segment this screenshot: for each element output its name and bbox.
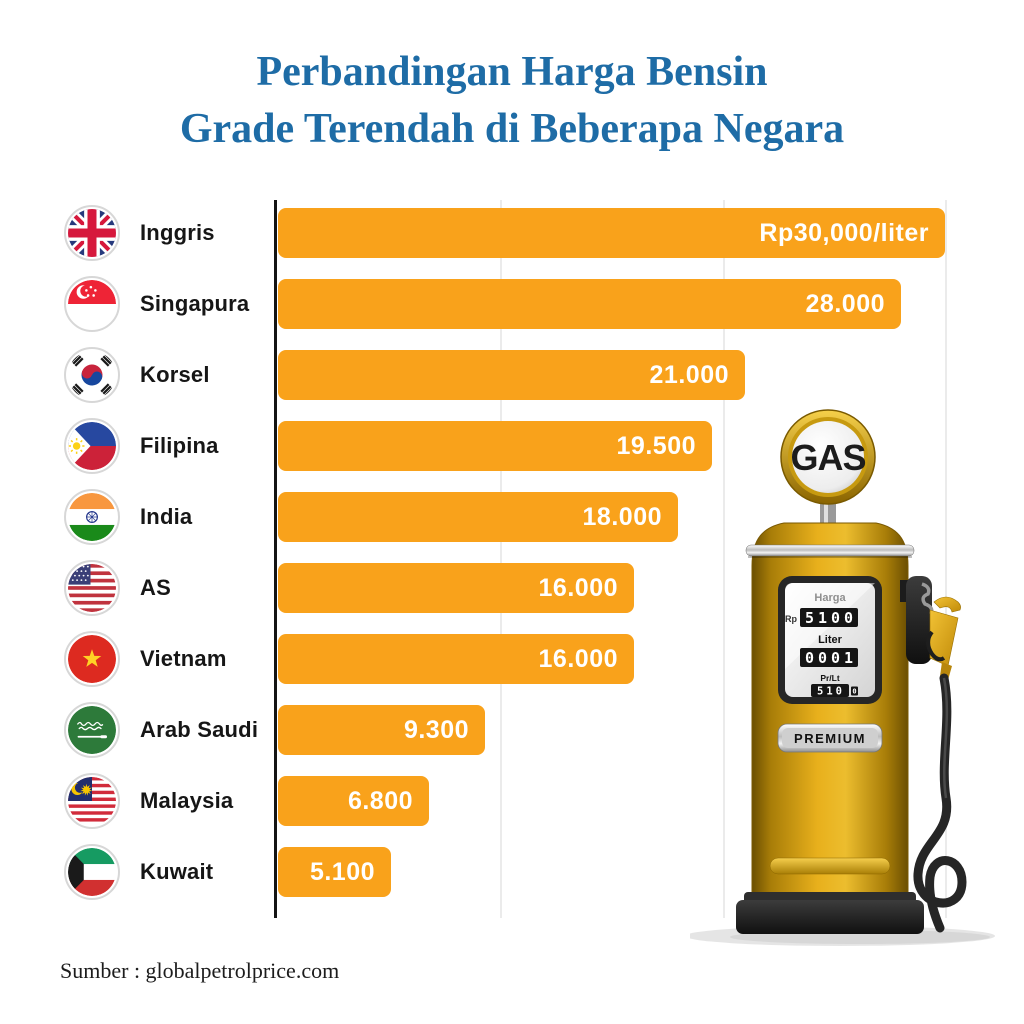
kuwait-flag-icon bbox=[64, 844, 120, 900]
price-bar: 18.000 bbox=[278, 492, 678, 542]
pump-kick-ridge bbox=[769, 857, 891, 875]
price-bar: 19.500 bbox=[278, 421, 712, 471]
display-prlt-label: Pr/Lt bbox=[820, 673, 840, 683]
title-line-1: Perbandingan Harga Bensin bbox=[256, 49, 768, 95]
price-value-label: 19.500 bbox=[616, 432, 696, 460]
country-label: India bbox=[140, 504, 193, 529]
pump-chrome-band bbox=[745, 544, 915, 557]
fuel-hose bbox=[913, 673, 967, 933]
country-label: Singapura bbox=[140, 291, 250, 316]
price-value-label: 16.000 bbox=[538, 645, 618, 673]
display-prlt-value: 510 bbox=[817, 686, 845, 698]
country-label: Inggris bbox=[140, 220, 215, 245]
saudi-arabia-flag-icon bbox=[64, 702, 120, 758]
price-value-label: 21.000 bbox=[649, 361, 729, 389]
chart-row-filipina: Filipina 19.500 bbox=[0, 418, 1024, 474]
hose-coil-spring bbox=[921, 582, 934, 615]
y-axis-line bbox=[274, 200, 277, 918]
price-bar: Rp30,000/liter bbox=[278, 208, 945, 258]
title-line-2: Grade Terendah di Beberapa Negara bbox=[179, 106, 845, 152]
page-title: Perbandingan Harga Bensin Grade Terendah… bbox=[0, 44, 1024, 158]
country-label: Malaysia bbox=[140, 788, 234, 813]
india-flag-icon bbox=[64, 489, 120, 545]
chart-row-malaysia: Malaysia 6.800 bbox=[0, 773, 1024, 829]
price-bar: 5.100 bbox=[278, 847, 391, 897]
malaysia-flag-icon bbox=[64, 773, 120, 829]
singapore-flag-icon bbox=[64, 276, 120, 332]
price-bar: 16.000 bbox=[278, 563, 634, 613]
price-bar: 16.000 bbox=[278, 634, 634, 684]
gas-sign-text: GAS bbox=[790, 437, 865, 478]
pump-base bbox=[736, 900, 924, 934]
display-prlt-extra-digit: 0 bbox=[852, 688, 856, 696]
south-korea-flag-icon bbox=[64, 347, 120, 403]
premium-plate-text: PREMIUM bbox=[794, 731, 866, 746]
country-label: Arab Saudi bbox=[140, 717, 259, 742]
chart-row-kuwait: Kuwait 5.100 bbox=[0, 844, 1024, 900]
country-label: Filipina bbox=[140, 433, 219, 458]
gridline-30000 bbox=[945, 200, 947, 918]
gas-sign-face bbox=[792, 421, 864, 493]
philippines-flag-icon bbox=[64, 418, 120, 474]
usa-flag-icon bbox=[64, 560, 120, 616]
source-credit: Sumber : globalpetrolprice.com bbox=[60, 958, 340, 983]
price-bar: 6.800 bbox=[278, 776, 429, 826]
display-harga-label: Harga bbox=[814, 592, 846, 604]
price-bar: 21.000 bbox=[278, 350, 745, 400]
display-liter-label: Liter bbox=[818, 634, 843, 646]
country-label: Kuwait bbox=[140, 859, 214, 884]
country-label: AS bbox=[140, 575, 171, 600]
country-label: Korsel bbox=[140, 362, 210, 387]
price-value-label: 5.100 bbox=[309, 858, 375, 886]
gridline-10000 bbox=[500, 200, 502, 918]
chart-row-vietnam: Vietnam 16.000 bbox=[0, 631, 1024, 687]
chart-row-korsel: Korsel 21.000 bbox=[0, 347, 1024, 403]
price-value-label: 28.000 bbox=[805, 290, 885, 318]
price-value-label: 9.300 bbox=[403, 716, 469, 744]
chart-row-as: AS 16.000 bbox=[0, 560, 1024, 616]
chart-row-arab-saudi: Arab Saudi 9.300 bbox=[0, 702, 1024, 758]
price-value-label: 18.000 bbox=[582, 503, 662, 531]
gridline-20000 bbox=[723, 200, 725, 918]
price-bar: 9.300 bbox=[278, 705, 485, 755]
price-value-label: 6.800 bbox=[347, 787, 413, 815]
price-value-label: Rp30,000/liter bbox=[759, 219, 929, 247]
gas-pump-illustration: GAS Harga Rp 5100 Liter 0001 Pr/Lt 510 0 bbox=[685, 380, 1000, 960]
price-bar: 28.000 bbox=[278, 279, 901, 329]
nozzle-holster bbox=[906, 576, 932, 664]
fuel-nozzle-icon bbox=[926, 596, 961, 680]
price-value-label: 16.000 bbox=[538, 574, 618, 602]
chart-row-singapura: Singapura 28.000 bbox=[0, 276, 1024, 332]
display-price-value: 5100 bbox=[805, 609, 857, 627]
chart-row-inggris: Inggris Rp30,000/liter bbox=[0, 205, 1024, 261]
display-liter-value: 0001 bbox=[805, 649, 857, 667]
uk-flag-icon bbox=[64, 205, 120, 261]
country-label: Vietnam bbox=[140, 646, 227, 671]
chart-row-india: India 18.000 bbox=[0, 489, 1024, 545]
display-currency-label: Rp bbox=[785, 614, 797, 624]
vietnam-flag-icon bbox=[64, 631, 120, 687]
